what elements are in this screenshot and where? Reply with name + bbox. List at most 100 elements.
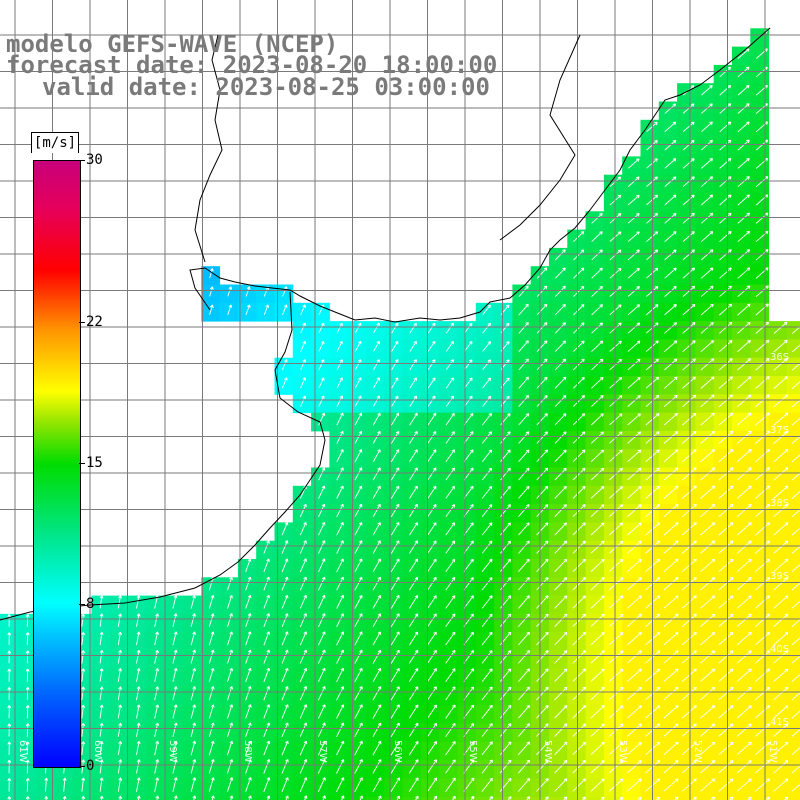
wind-arrow (681, 577, 697, 591)
wind-arrow (427, 740, 438, 756)
wind-arrow (572, 449, 586, 463)
wind-arrow (791, 582, 800, 591)
wind-arrow (499, 723, 512, 737)
wind-arrow (409, 595, 419, 609)
wind-arrow (172, 704, 178, 719)
wind-arrow (245, 576, 252, 591)
wind-arrow (718, 412, 734, 426)
wind-arrow (608, 632, 624, 646)
wind-arrow (518, 704, 530, 719)
wind-arrow (755, 778, 771, 792)
wind-arrow (245, 304, 251, 315)
wind-arrow (25, 686, 30, 700)
wind-arrow (281, 558, 289, 573)
wind-arrow (572, 741, 587, 756)
wind-arrow (354, 759, 363, 774)
wind-arrow (445, 412, 455, 426)
wind-arrow (608, 577, 624, 591)
wind-arrow (354, 558, 363, 573)
wind-arrow (427, 449, 437, 463)
wind-arrow (172, 595, 178, 609)
wind-arrow (317, 704, 326, 719)
wind-arrow (445, 759, 456, 774)
wind-arrow (755, 267, 769, 279)
wind-arrow (627, 176, 640, 187)
wind-cell (219, 796, 239, 800)
wind-arrow (718, 467, 734, 481)
wind-arrow (590, 486, 605, 499)
wind-arrow (518, 558, 530, 572)
wind-arrow (681, 613, 697, 627)
wind-arrow (554, 741, 568, 756)
wind-arrow (445, 741, 456, 756)
wind-arrow (736, 595, 752, 609)
wind-arrow (700, 705, 716, 719)
colorbar-tick-label: 8 (86, 596, 95, 613)
wind-arrow (227, 686, 234, 701)
wind-arrow (281, 758, 289, 774)
wind-arrow (755, 394, 770, 408)
wind-arrow (701, 139, 713, 151)
latitude-label: 36S (770, 351, 790, 363)
wind-arrow (390, 686, 400, 701)
wind-arrow (172, 649, 178, 664)
wind-arrow (281, 740, 289, 756)
wind-arrow (391, 322, 399, 334)
wind-arrow (300, 340, 306, 352)
wind-arrow (682, 231, 695, 242)
wind-arrow (791, 435, 800, 444)
wind-arrow (281, 777, 289, 792)
colorbar-unit: [m/s] (31, 132, 79, 153)
wind-arrow (791, 710, 800, 719)
wind-arrow (390, 540, 400, 554)
wind-arrow (445, 631, 456, 646)
wind-arrow (299, 667, 308, 683)
wind-arrow (245, 594, 252, 609)
wind-arrow (755, 741, 771, 756)
wind-arrow (572, 577, 586, 591)
wind-arrow (518, 358, 529, 371)
wind-arrow (627, 577, 642, 591)
wind-arrow (718, 358, 733, 371)
wind-arrow (590, 686, 605, 701)
wind-arrow (415, 795, 419, 800)
wind-arrow (773, 741, 789, 756)
wind-arrow (372, 777, 382, 793)
wind-arrow (463, 504, 474, 517)
wind-arrow (318, 485, 326, 499)
wind-arrow (208, 594, 215, 609)
wind-arrow (591, 395, 604, 407)
wind-arrow (737, 212, 750, 224)
wind-arrow (518, 340, 529, 352)
wind-arrow (372, 430, 381, 444)
wind-arrow (190, 759, 197, 774)
wind-arrow (700, 540, 716, 554)
wind-arrow (536, 431, 548, 444)
wind-arrow (136, 704, 141, 719)
wind-arrow (317, 649, 326, 664)
latitude-label: 34S (770, 205, 790, 217)
wind-arrow (464, 359, 473, 370)
wind-arrow (700, 631, 716, 646)
wind-arrow (681, 522, 697, 536)
wind-arrow (300, 304, 306, 315)
wind-arrow (445, 576, 456, 591)
wind-cell (347, 796, 367, 800)
wind-arrow (773, 595, 789, 609)
wind-arrow (627, 558, 642, 573)
latitude-label: 33S (770, 132, 790, 144)
wind-arrow (536, 613, 549, 628)
wind-arrow (663, 705, 679, 719)
wind-arrow (554, 267, 566, 279)
wind-cell (640, 796, 660, 800)
wind-arrow (354, 395, 362, 407)
wind-arrow (664, 194, 677, 206)
wind-arrow (609, 486, 623, 499)
wind-arrow (773, 467, 789, 481)
wind-arrow (590, 613, 605, 627)
wind-arrow (590, 431, 604, 444)
wind-arrow (409, 503, 418, 518)
wind-arrow (536, 358, 548, 371)
wind-arrow (318, 522, 326, 536)
wind-arrow (136, 631, 141, 646)
